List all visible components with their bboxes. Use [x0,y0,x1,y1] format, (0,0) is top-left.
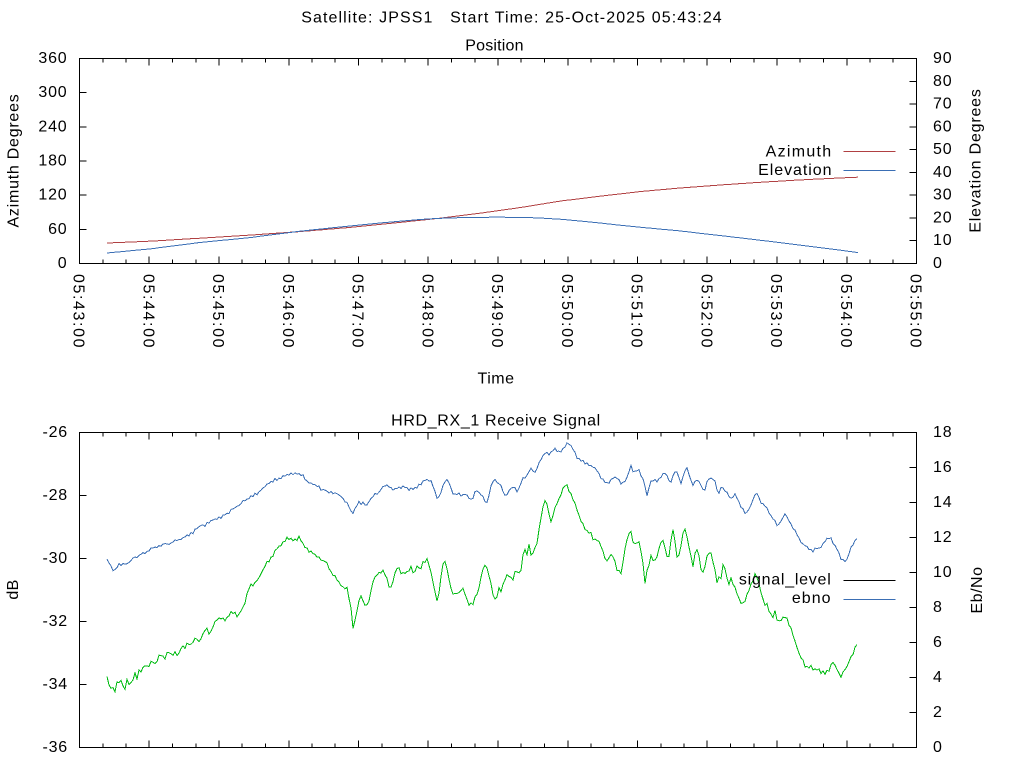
svg-text:120: 120 [38,187,67,204]
svg-text:-32: -32 [42,613,68,630]
svg-text:05:46:00: 05:46:00 [279,274,296,349]
svg-text:12: 12 [933,529,953,546]
svg-text:240: 240 [38,118,67,135]
svg-text:6: 6 [933,634,943,651]
svg-text:80: 80 [933,73,953,90]
svg-text:360: 360 [38,50,67,67]
svg-text:16: 16 [933,459,953,476]
svg-text:-34: -34 [42,676,68,693]
svg-text:8: 8 [933,599,943,616]
svg-text:Elevation Degrees: Elevation Degrees [968,88,985,232]
svg-text:ebno: ebno [792,590,832,607]
svg-text:Azimuth: Azimuth [766,143,833,160]
svg-text:signal_level: signal_level [739,572,832,589]
svg-text:2: 2 [933,704,943,721]
svg-text:05:49:00: 05:49:00 [488,274,505,349]
svg-text:60: 60 [933,118,953,135]
svg-text:05:51:00: 05:51:00 [628,274,645,349]
svg-text:05:55:00: 05:55:00 [907,274,924,349]
svg-text:05:47:00: 05:47:00 [349,274,366,349]
svg-text:0: 0 [933,739,943,756]
svg-text:40: 40 [933,164,953,181]
svg-text:05:54:00: 05:54:00 [837,274,854,349]
svg-text:HRD_RX_1 Receive Signal: HRD_RX_1 Receive Signal [391,413,601,430]
svg-text:60: 60 [48,221,67,238]
svg-text:20: 20 [933,209,953,226]
svg-text:4: 4 [933,669,943,686]
svg-text:05:48:00: 05:48:00 [418,274,435,349]
svg-text:05:52:00: 05:52:00 [698,274,715,349]
svg-text:dB: dB [5,579,22,599]
svg-text:05:45:00: 05:45:00 [209,274,226,349]
svg-text:180: 180 [38,153,67,170]
svg-text:10: 10 [933,564,953,581]
svg-text:90: 90 [933,50,953,67]
svg-text:05:43:00: 05:43:00 [70,274,87,349]
svg-text:Azimuth Degrees: Azimuth Degrees [5,94,22,228]
svg-text:10: 10 [933,232,953,249]
svg-text:0: 0 [933,255,943,272]
svg-text:05:44:00: 05:44:00 [139,274,156,349]
svg-text:50: 50 [933,141,953,158]
svg-text:300: 300 [38,84,67,101]
svg-text:05:53:00: 05:53:00 [767,274,784,349]
svg-text:-30: -30 [42,550,68,567]
svg-text:Time: Time [478,371,515,388]
svg-text:-26: -26 [42,424,68,441]
svg-text:14: 14 [933,494,953,511]
svg-text:Satellite: JPSS1 Start Time:: Satellite: JPSS1 Start Time: 25-Oct-2025… [301,10,723,27]
svg-text:30: 30 [933,187,953,204]
svg-text:Position: Position [465,38,524,55]
svg-text:-36: -36 [42,739,68,756]
svg-text:05:50:00: 05:50:00 [558,274,575,349]
svg-text:0: 0 [58,255,68,272]
svg-text:Eb/No: Eb/No [969,567,986,614]
svg-text:-28: -28 [42,487,68,504]
svg-text:18: 18 [933,424,953,441]
svg-text:70: 70 [933,96,953,113]
svg-text:Elevation: Elevation [758,162,832,179]
